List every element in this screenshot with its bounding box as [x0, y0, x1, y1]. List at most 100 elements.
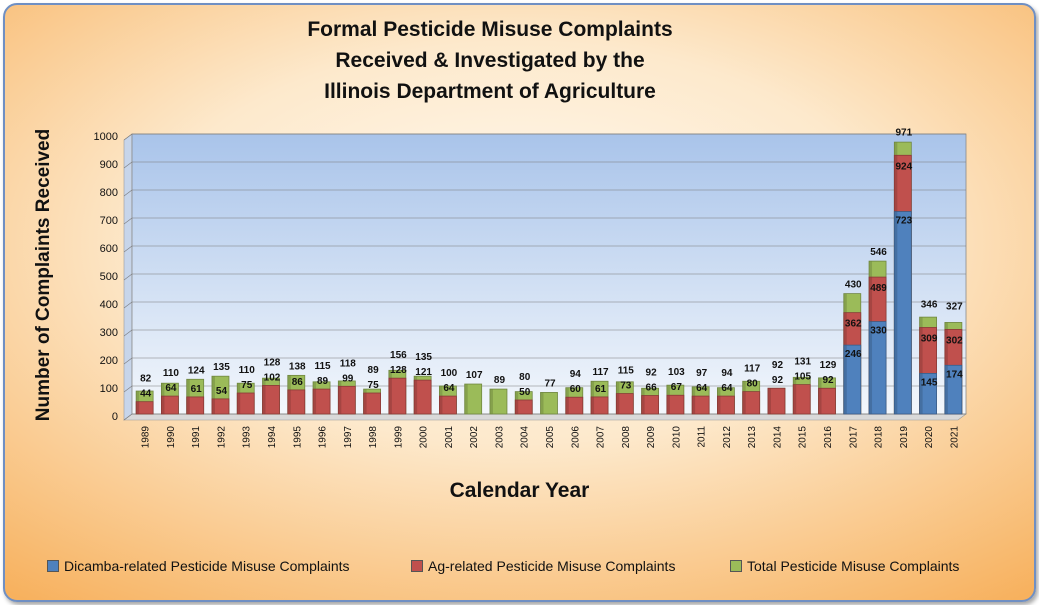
gridline-wall — [123, 329, 133, 337]
x-tick-label: 2009 — [646, 426, 657, 449]
bar-ag-shade — [161, 396, 165, 414]
data-label-total: 115 — [314, 361, 331, 372]
data-label-ag: 64 — [443, 383, 455, 394]
y-tick-label: 1000 — [94, 131, 118, 143]
bar-ag-shade — [742, 391, 746, 414]
gridline-wall — [123, 133, 133, 141]
gridline-wall — [123, 357, 133, 365]
x-tick-label: 2020 — [924, 426, 935, 449]
x-tick-label: 1991 — [191, 426, 202, 449]
data-label-total: 97 — [696, 368, 708, 379]
title-line-1: Formal Pesticide Misuse Complaints — [307, 18, 673, 41]
legend-swatch-ag — [411, 560, 423, 572]
x-tick-label: 2001 — [444, 426, 455, 449]
data-label-total: 80 — [519, 372, 531, 383]
bar-ag-shade — [767, 388, 771, 414]
data-label-total: 115 — [618, 366, 635, 377]
x-tick-label: 1998 — [368, 426, 379, 449]
data-label-total: 110 — [163, 368, 180, 379]
data-label-dicamba: 145 — [921, 377, 938, 388]
bar-ag-shade — [237, 393, 241, 414]
data-label-total: 124 — [188, 365, 205, 376]
bar-ag-shade — [287, 389, 291, 414]
y-tick-label: 700 — [100, 215, 118, 227]
bar-ag-shade — [919, 327, 923, 414]
data-label-ag: 99 — [342, 373, 354, 384]
x-tick-label: 2008 — [621, 426, 632, 449]
bar-total-shade — [489, 389, 493, 414]
bar-ag-shade — [717, 396, 721, 414]
bar-ag-shade — [515, 400, 519, 414]
x-tick-label: 1992 — [216, 426, 227, 449]
y-tick-label: 100 — [100, 383, 118, 395]
bar-ag-shade — [616, 393, 620, 414]
x-tick-label: 1994 — [267, 426, 278, 449]
gridline-wall — [123, 273, 133, 281]
x-tick-label: 2012 — [722, 426, 733, 449]
x-tick-label: 2007 — [596, 426, 607, 449]
x-tick-label: 1993 — [242, 426, 253, 449]
data-label-ag: 54 — [216, 386, 228, 397]
bar-dicamba-shade — [869, 321, 873, 414]
x-tick-label: 2005 — [545, 426, 556, 449]
x-tick-label: 2002 — [469, 426, 480, 449]
data-label-total: 128 — [264, 357, 281, 368]
data-label-ag: 128 — [390, 365, 407, 376]
data-label-total: 94 — [570, 369, 582, 380]
data-label-total: 94 — [721, 368, 733, 379]
data-label-total: 135 — [213, 362, 230, 373]
legend-label-dicamba: Dicamba-related Pesticide Misuse Complai… — [64, 558, 350, 574]
y-tick-label: 800 — [100, 187, 118, 199]
data-label-ag: 75 — [241, 380, 253, 391]
data-label-total: 89 — [368, 365, 380, 376]
x-tick-label: 1997 — [343, 426, 354, 449]
data-label-total: 131 — [794, 357, 811, 368]
bar-dicamba-shade — [944, 365, 948, 414]
data-label-total: 82 — [140, 374, 152, 385]
data-label-ag: 66 — [646, 383, 658, 394]
data-label-ag: 73 — [620, 381, 632, 392]
y-tick-label: 300 — [100, 327, 118, 339]
x-tick-label: 1995 — [292, 426, 303, 449]
data-label-total: 107 — [466, 370, 483, 381]
data-label-dicamba: 723 — [895, 216, 912, 227]
data-label-total: 117 — [744, 364, 761, 375]
x-tick-label: 1996 — [318, 426, 329, 449]
data-label-total: 118 — [340, 358, 357, 369]
bar-dicamba-shade — [919, 373, 923, 414]
data-label-total: 89 — [494, 375, 506, 386]
data-label-ag: 121 — [415, 367, 432, 378]
x-tick-label: 2014 — [772, 426, 783, 449]
gridline-wall — [123, 245, 133, 253]
data-label-ag: 50 — [519, 387, 531, 398]
data-label-ag: 92 — [772, 375, 784, 386]
bar-ag-shade — [641, 395, 645, 414]
x-tick-label: 2021 — [949, 426, 960, 449]
title-line-2: Received & Investigated by the — [335, 49, 645, 72]
bar-ag-shade — [388, 378, 392, 414]
bar-ag-shade — [818, 388, 822, 414]
bar-ag-shade — [186, 396, 190, 414]
data-label-total: 110 — [239, 365, 256, 376]
x-tick-label: 2010 — [671, 426, 682, 449]
y-tick-label: 500 — [100, 271, 118, 283]
data-label-ag: 86 — [292, 377, 304, 388]
x-tick-label: 2013 — [747, 426, 758, 449]
x-tick-label: 2016 — [823, 426, 834, 449]
data-label-ag: 924 — [895, 161, 912, 172]
bar-total-shade — [211, 376, 215, 414]
data-label-ag: 75 — [368, 380, 380, 391]
data-label-total: 430 — [845, 280, 862, 291]
x-tick-label: 1989 — [141, 426, 152, 449]
y-tick-label: 600 — [100, 243, 118, 255]
gridline-wall — [123, 217, 133, 225]
bar-total-shade — [464, 384, 468, 414]
y-tick-label: 900 — [100, 159, 118, 171]
data-label-ag: 61 — [595, 384, 607, 395]
y-tick-label: 0 — [112, 411, 118, 423]
legend-label-total: Total Pesticide Misuse Complaints — [747, 558, 960, 574]
bar-ag-shade — [338, 386, 342, 414]
data-label-total: 117 — [592, 367, 609, 378]
bar-ag-shade — [565, 397, 569, 414]
